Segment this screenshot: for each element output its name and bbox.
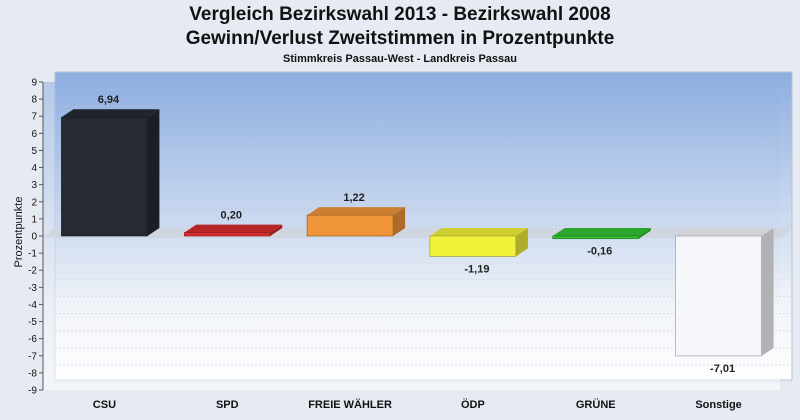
- y-tick-label: -7: [28, 351, 37, 362]
- y-tick-label: -4: [28, 300, 37, 311]
- y-tick-label: -3: [28, 283, 37, 294]
- y-tick-label: -2: [28, 266, 37, 277]
- y-tick-label: -8: [28, 368, 37, 379]
- bar-side: [147, 109, 160, 236]
- y-tick-label: 5: [31, 146, 37, 157]
- bar-side: [638, 228, 651, 239]
- chart-title-line2: Gewinn/Verlust Zweitstimmen in Prozentpu…: [185, 28, 615, 49]
- x-category-label: Sonstige: [695, 399, 741, 411]
- bar-ödp: [429, 228, 528, 257]
- bar-front: [552, 235, 640, 240]
- data-label: -7,01: [710, 363, 735, 375]
- bar-top: [184, 224, 283, 233]
- x-category-label: ÖDP: [461, 398, 485, 411]
- x-category-label: SPD: [216, 399, 239, 411]
- bar-sonstige: [675, 228, 774, 357]
- data-label: 0,20: [221, 210, 242, 222]
- bar-top: [675, 228, 774, 236]
- chart-title-line1: Vergleich Bezirkswahl 2013 - Bezirkswahl…: [189, 4, 611, 25]
- data-label: 1,22: [343, 192, 364, 204]
- y-tick-label: -5: [28, 317, 37, 328]
- y-tick-label: 4: [31, 163, 37, 174]
- x-category-label: CSU: [93, 399, 116, 411]
- bar-side: [393, 207, 406, 236]
- bar-front: [675, 235, 762, 357]
- x-category-label: GRÜNE: [576, 398, 616, 411]
- bar-top: [552, 228, 651, 236]
- bar-grüne: [552, 228, 651, 240]
- bar-front: [183, 232, 271, 237]
- y-tick-label: 3: [31, 180, 37, 191]
- bar-top: [429, 228, 528, 236]
- y-tick-label: 8: [31, 95, 37, 106]
- data-label: 6,94: [98, 94, 120, 106]
- y-tick-label: 7: [31, 112, 37, 123]
- bar-freie-wähler: [306, 207, 406, 237]
- data-label: -1,19: [464, 263, 489, 275]
- bar-front: [306, 214, 394, 237]
- bar-front: [429, 235, 517, 257]
- y-tick-label: -9: [28, 386, 37, 397]
- bar-top: [61, 109, 160, 118]
- bar-spd: [183, 224, 283, 237]
- bar-side: [761, 228, 774, 356]
- bar-front: [61, 116, 148, 237]
- bar-side: [515, 228, 528, 257]
- y-tick-label: 1: [31, 214, 37, 225]
- y-tick-label: 6: [31, 129, 37, 140]
- y-tick-label: -6: [28, 334, 37, 345]
- y-tick-label: 2: [31, 197, 37, 208]
- bar-side: [270, 224, 283, 236]
- y-axis-label: Prozentpunkte: [13, 197, 25, 268]
- y-tick-label: 9: [31, 78, 37, 89]
- y-tick-label: 0: [31, 232, 37, 243]
- y-tick-label: -1: [28, 249, 37, 260]
- x-category-label: FREIE WÄHLER: [308, 398, 392, 411]
- bar-top: [307, 207, 406, 216]
- data-label: -0,16: [587, 246, 612, 258]
- bar-csu: [61, 109, 160, 237]
- chart-subtitle: Stimmkreis Passau-West - Landkreis Passa…: [283, 53, 517, 65]
